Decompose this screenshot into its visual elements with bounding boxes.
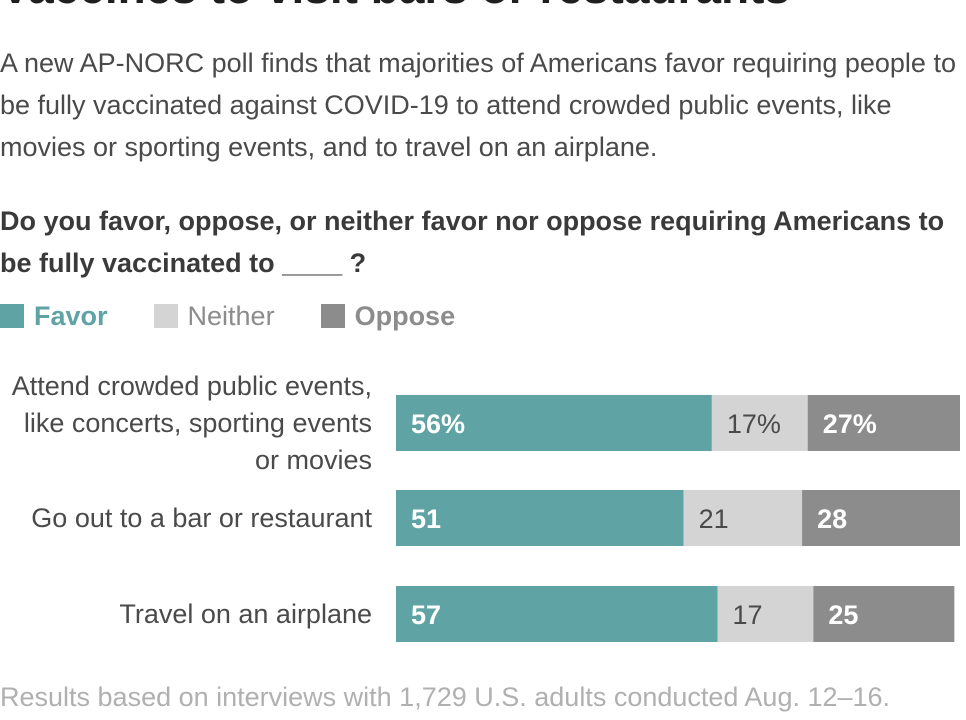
bar-row: Go out to a bar or restaurant 51 21 28 (31, 490, 960, 546)
category-label: Travel on an airplane (119, 599, 372, 629)
category-label-line: Attend crowded public events, (12, 371, 372, 401)
bar-segment-favor (396, 490, 684, 546)
bar-segment-oppose (813, 586, 955, 642)
category-label: Go out to a bar or restaurant (31, 503, 372, 533)
data-label-neither: 17% (727, 409, 781, 439)
bar-segment-favor (396, 586, 718, 642)
intro-text: A new AP-NORC poll finds that majorities… (0, 48, 956, 162)
category-label-line: Travel on an airplane (119, 599, 372, 629)
data-label-neither: 21 (699, 504, 729, 534)
data-label-favor: 56% (411, 409, 465, 439)
category-label-line: Go out to a bar or restaurant (31, 503, 372, 533)
bar-row: Travel on an airplane 57 17 25 (119, 586, 955, 642)
legend-favor-swatch (0, 304, 24, 328)
data-label-neither: 17 (732, 600, 762, 630)
legend-oppose: Oppose (320, 300, 456, 332)
bar-segment-neither (683, 490, 803, 546)
bar-segment-neither (711, 395, 808, 451)
stacked-bar-chart: Attend crowded public events, like concer… (12, 371, 960, 642)
category-label: Attend crowded public events, like concer… (12, 371, 372, 475)
data-label-favor: 51 (411, 504, 441, 534)
category-label-line: like concerts, sporting events (24, 408, 372, 438)
legend-favor-label: Favor (34, 300, 108, 331)
bar-segment-oppose (802, 490, 960, 546)
legend-favor: Favor (0, 301, 108, 332)
legend-neither-swatch (153, 304, 178, 328)
data-label-oppose: 27% (823, 409, 877, 439)
footnote: Results based on interviews with 1,729 U… (0, 682, 891, 712)
legend-neither: Neither (153, 300, 275, 332)
bar-segment-favor (396, 395, 712, 451)
legend-oppose-label: Oppose (354, 300, 456, 331)
data-label-oppose: 28 (817, 504, 847, 534)
survey-question: Do you favor, oppose, or neither favor n… (0, 206, 945, 278)
bar-row: Attend crowded public events, like concer… (12, 371, 960, 475)
legend: Favor Neither Oppose (0, 296, 501, 336)
legend-neither-label: Neither (187, 300, 275, 331)
headline: Vaccines to visit bars or restaurants (0, 0, 790, 12)
data-label-favor: 57 (411, 600, 441, 630)
data-label-oppose: 25 (828, 600, 858, 630)
legend-oppose-swatch (320, 304, 345, 328)
bar-segment-neither (717, 586, 814, 642)
category-label-line: or movies (255, 445, 372, 475)
bar-segment-oppose (807, 395, 960, 451)
